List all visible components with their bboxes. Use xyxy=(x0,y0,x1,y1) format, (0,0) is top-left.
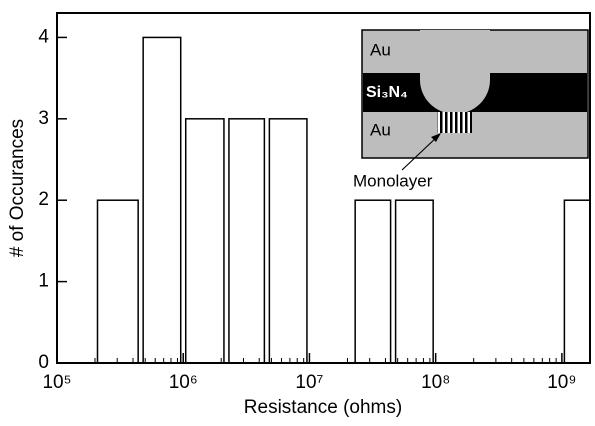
bar xyxy=(268,118,308,363)
inset: Au Si₃N₄ Au Monolayer xyxy=(353,29,589,190)
y-tick-label: 2 xyxy=(38,189,49,210)
inset-label: Au xyxy=(370,40,391,59)
bar xyxy=(228,118,266,363)
y-axis-title: # of Occurances xyxy=(7,119,28,257)
bar xyxy=(563,199,590,363)
y-tick-label: 0 xyxy=(38,352,49,373)
bar xyxy=(394,199,434,363)
inset-label: Si₃N₄ xyxy=(366,84,408,101)
bar xyxy=(184,118,225,363)
x-axis-title: Resistance (ohms) xyxy=(244,397,402,418)
bar xyxy=(354,199,392,363)
inset-bump-top xyxy=(420,30,490,74)
inset-arrowhead xyxy=(431,133,441,142)
bar xyxy=(96,199,139,363)
x-tick-label: 10⁵ xyxy=(42,372,71,393)
bar xyxy=(142,36,182,363)
inset-arrow xyxy=(401,135,439,171)
inset-monolayer xyxy=(437,112,472,133)
plot-frame xyxy=(56,12,591,364)
inset-label: Au xyxy=(370,120,391,139)
x-tick-label: 10⁹ xyxy=(547,372,576,393)
y-tick-label: 3 xyxy=(38,108,49,129)
x-tick-label: 10⁶ xyxy=(169,372,198,393)
inset-bump xyxy=(420,73,490,114)
bars xyxy=(96,36,590,363)
y-tick-label: 4 xyxy=(38,26,49,47)
x-tick-label: 10⁸ xyxy=(421,372,450,393)
inset-label: Monolayer xyxy=(353,171,433,190)
y-tick-label: 1 xyxy=(38,271,49,292)
x-tick-label: 10⁷ xyxy=(295,372,323,393)
